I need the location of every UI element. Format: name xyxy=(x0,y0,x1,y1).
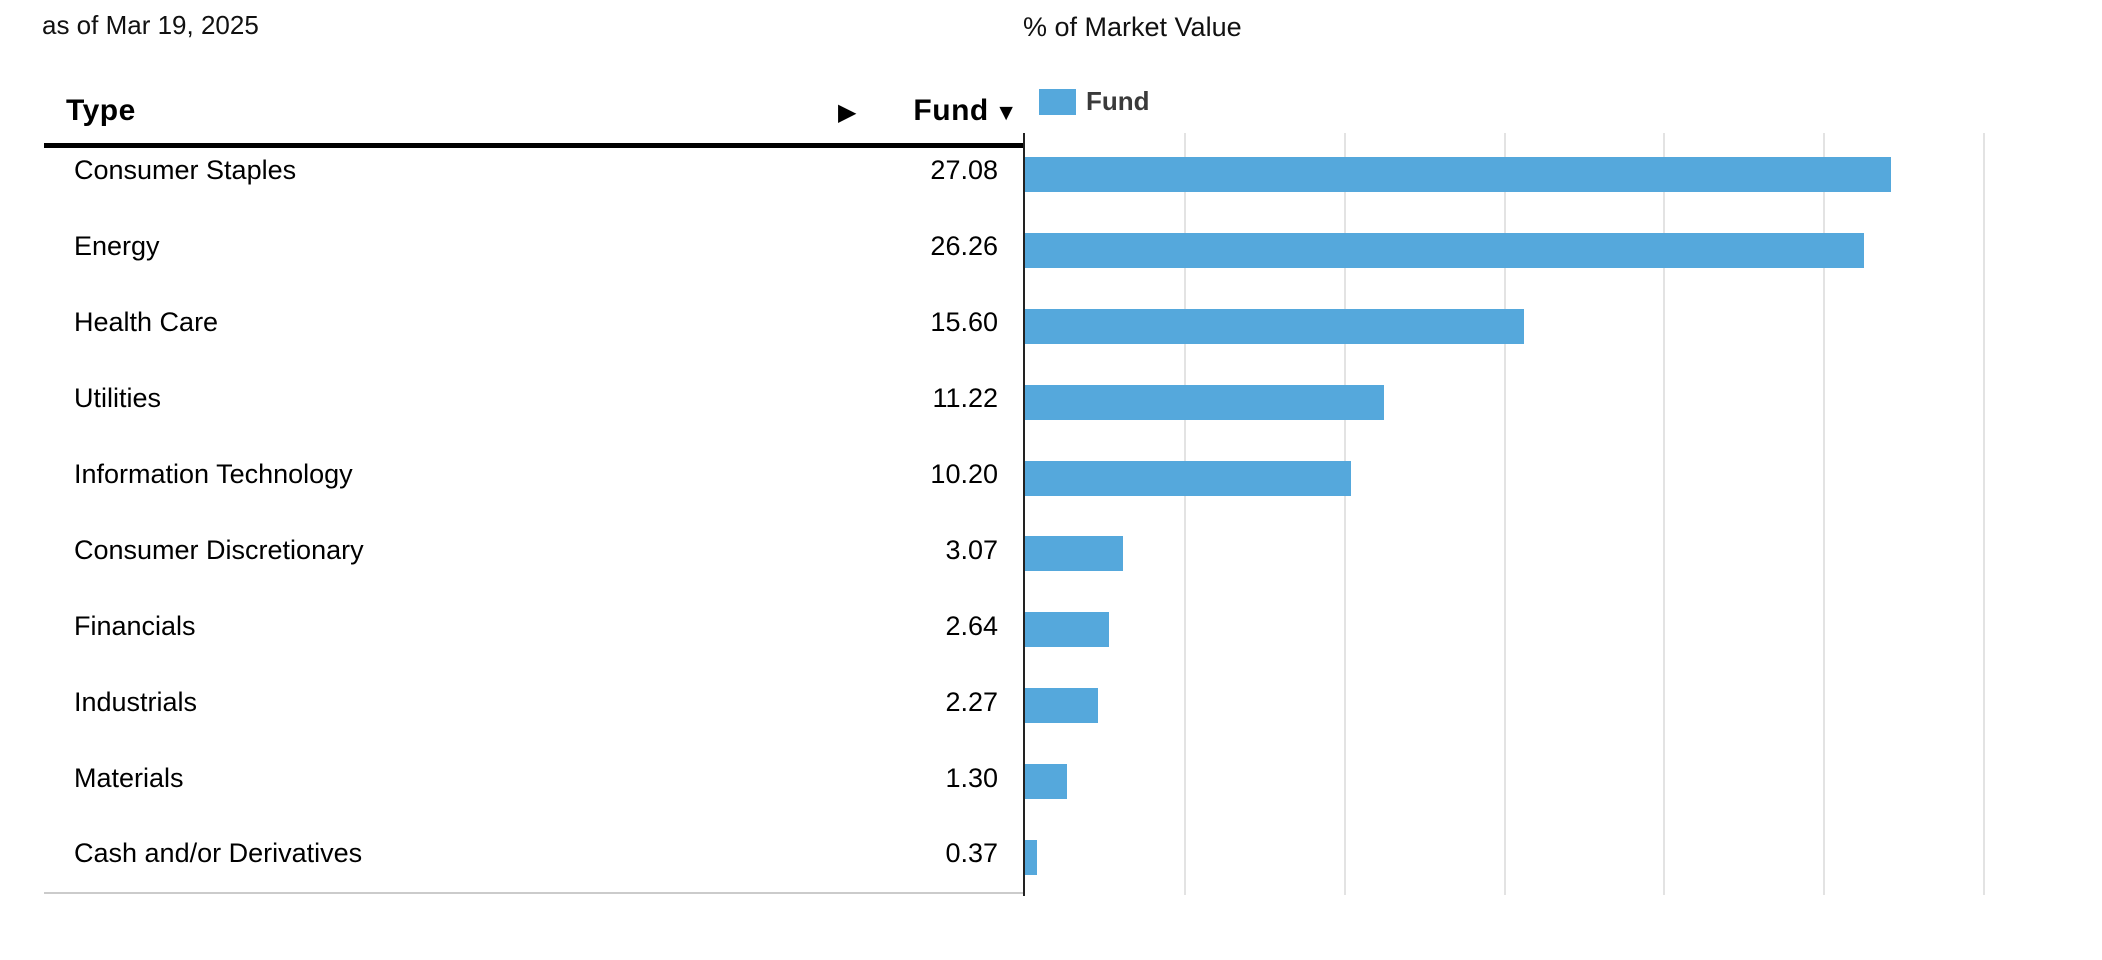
row-label: Cash and/or Derivatives xyxy=(74,838,363,869)
table-row[interactable]: Information Technology 10.20 xyxy=(44,437,1025,513)
row-label: Health Care xyxy=(74,307,219,338)
bar[interactable] xyxy=(1025,612,1110,648)
table-row[interactable]: Financials 2.64 xyxy=(44,588,1025,664)
row-label: Industrials xyxy=(74,686,198,717)
bar[interactable] xyxy=(1025,308,1524,344)
bar[interactable] xyxy=(1025,840,1037,876)
gridline xyxy=(1823,133,1826,895)
gridline xyxy=(1663,133,1666,895)
row-value: 0.37 xyxy=(945,838,998,869)
row-value: 11.22 xyxy=(932,383,998,414)
row-label: Utilities xyxy=(74,383,162,414)
chart-title: % of Market Value xyxy=(1023,12,1242,42)
table-body: Consumer Staples 27.08 Energy 26.26 Health C… xyxy=(44,133,1025,894)
bar[interactable] xyxy=(1025,156,1891,192)
table-row[interactable]: Cash and/or Derivatives 0.37 xyxy=(44,816,1025,892)
row-value: 27.08 xyxy=(930,155,998,186)
bar[interactable] xyxy=(1025,536,1124,572)
bar[interactable] xyxy=(1025,460,1352,496)
bar[interactable] xyxy=(1025,764,1067,800)
column-header-type[interactable]: Type xyxy=(66,94,136,127)
row-label: Financials xyxy=(74,610,196,641)
table-row[interactable]: Energy 26.26 xyxy=(44,209,1025,285)
row-value: 1.30 xyxy=(945,762,998,793)
table-header: Type ▶ Fund ▼ xyxy=(44,60,1025,148)
row-label: Materials xyxy=(74,762,184,793)
column-header-fund-label: Fund xyxy=(913,94,989,127)
bar-chart-plot xyxy=(1023,133,2043,896)
row-label: Energy xyxy=(74,231,160,262)
bar[interactable] xyxy=(1025,384,1384,420)
gridline xyxy=(1983,133,1985,895)
table-row[interactable]: Consumer Staples 27.08 xyxy=(44,133,1025,209)
row-label: Information Technology xyxy=(74,459,353,489)
table-row[interactable]: Consumer Discretionary 3.07 xyxy=(44,512,1025,588)
row-label: Consumer Discretionary xyxy=(74,534,364,565)
row-value: 10.20 xyxy=(930,459,998,489)
legend-swatch-icon xyxy=(1039,88,1076,115)
sort-descending-icon: ▼ xyxy=(994,99,1018,125)
row-value: 2.64 xyxy=(945,610,998,641)
column-header-fund[interactable]: Fund ▼ xyxy=(913,94,1018,128)
table-row[interactable]: Industrials 2.27 xyxy=(44,664,1025,740)
chart-legend-item[interactable]: Fund xyxy=(1039,86,1150,117)
expand-columns-icon[interactable]: ▶ xyxy=(838,99,857,126)
row-value: 3.07 xyxy=(945,534,998,565)
gridline xyxy=(1183,133,1186,895)
row-value: 15.60 xyxy=(930,307,998,338)
gridline xyxy=(1343,133,1346,895)
table-row[interactable]: Materials 1.30 xyxy=(44,740,1025,816)
row-label: Consumer Staples xyxy=(74,155,297,186)
row-value: 26.26 xyxy=(930,231,998,262)
gridline xyxy=(1503,133,1506,895)
table-row[interactable]: Health Care 15.60 xyxy=(44,285,1025,361)
as-of-date: as of Mar 19, 2025 xyxy=(42,10,259,40)
legend-label: Fund xyxy=(1086,86,1150,116)
table-row[interactable]: Utilities 11.22 xyxy=(44,361,1025,437)
bar[interactable] xyxy=(1025,232,1865,268)
row-value: 2.27 xyxy=(945,686,998,717)
bar[interactable] xyxy=(1025,688,1098,724)
